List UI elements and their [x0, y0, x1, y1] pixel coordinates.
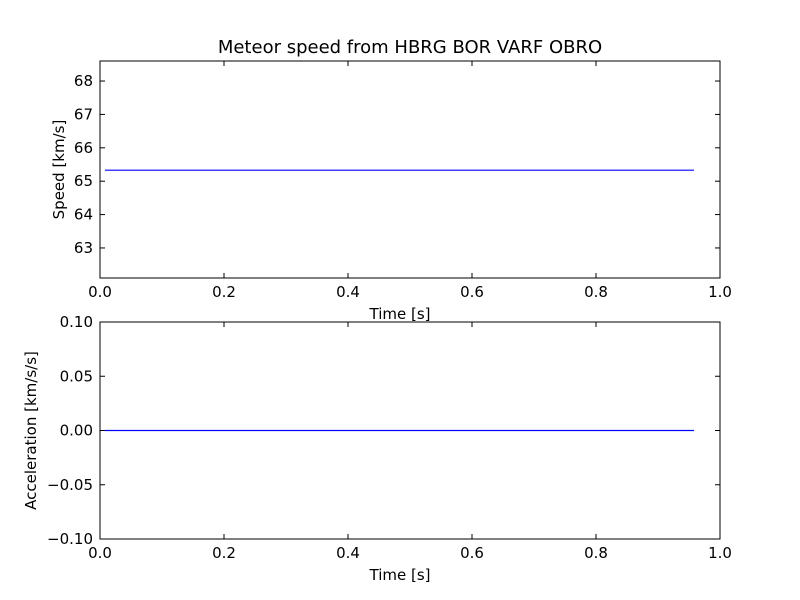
acceleration-ytick-label: 0.05	[60, 367, 93, 385]
acceleration-xtick-label: 0.2	[212, 544, 236, 562]
acceleration-xtick-label: 0.4	[336, 544, 360, 562]
speed-xaxis-label: Time [s]	[369, 305, 431, 323]
acceleration-xtick-label: 0.0	[88, 544, 112, 562]
speed-yaxis-label: Speed [km/s]	[50, 120, 68, 220]
speed-xtick-label: 0.0	[88, 283, 112, 301]
speed-xtick-label: 0.2	[212, 283, 236, 301]
speed-xtick-label: 0.8	[584, 283, 608, 301]
chart-title: Meteor speed from HBRG BOR VARF OBRO	[218, 37, 602, 58]
speed-ytick-label: 65	[74, 172, 93, 190]
acceleration-ytick-label: 0.10	[60, 313, 93, 331]
speed-ytick-label: 67	[74, 105, 93, 123]
acceleration-yaxis-label: Acceleration [km/s/s]	[22, 351, 40, 510]
acceleration-xtick-label: 0.6	[460, 544, 484, 562]
speed-xtick-label: 0.6	[460, 283, 484, 301]
speed-ytick-label: 68	[74, 72, 93, 90]
acceleration-xaxis-label: Time [s]	[369, 566, 431, 584]
speed-ytick-label: 66	[74, 139, 93, 157]
acceleration-ytick-label: 0.00	[60, 422, 93, 440]
acceleration-panel: 0.0 0.2 0.4 0.6 0.8 1.0 −0.10 −0.05 0.00 0.05 0.10…	[22, 313, 732, 584]
acceleration-ytick-label: −0.05	[47, 476, 93, 494]
acceleration-ytick-label: −0.10	[47, 530, 93, 548]
speed-ytick-label: 64	[74, 206, 93, 224]
acceleration-xtick-label: 0.8	[584, 544, 608, 562]
speed-xtick-label: 0.4	[336, 283, 360, 301]
speed-ytick-label: 63	[74, 239, 93, 257]
speed-panel: 0.0 0.2 0.4 0.6 0.8 1.0 63 64 65 66 67 68 Time [s] Sp…	[50, 60, 732, 323]
acceleration-xtick-label: 1.0	[708, 544, 732, 562]
speed-plot-frame	[99, 60, 721, 279]
speed-xtick-label: 1.0	[708, 283, 732, 301]
